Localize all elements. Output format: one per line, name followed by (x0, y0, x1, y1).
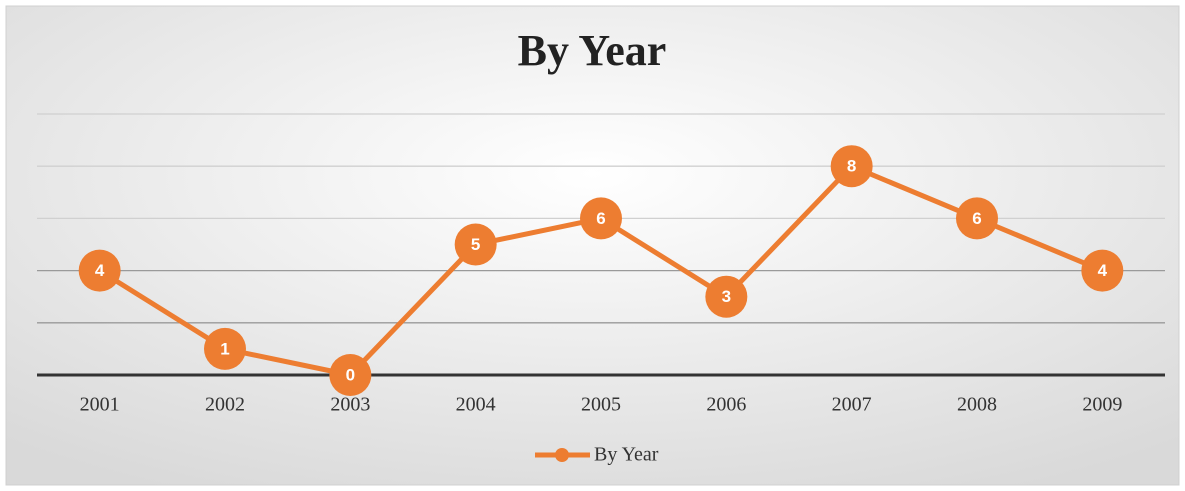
data-label: 4 (1098, 261, 1108, 280)
x-tick-label: 2002 (205, 394, 245, 416)
x-tick-label: 2007 (832, 394, 872, 416)
chart-title: By Year (518, 26, 667, 75)
data-label: 6 (596, 209, 605, 228)
marker (705, 275, 748, 318)
data-label: 3 (722, 287, 731, 306)
legend-marker (555, 448, 569, 462)
chart-background (5, 5, 1180, 486)
x-tick-label: 2008 (957, 394, 997, 416)
data-label: 0 (346, 365, 355, 384)
x-tick-label: 2001 (80, 394, 120, 416)
legend-label: By Year (594, 444, 659, 466)
marker (78, 249, 121, 292)
x-tick-label: 2003 (330, 394, 370, 416)
marker (204, 327, 246, 370)
marker (830, 145, 873, 188)
data-label: 5 (471, 235, 480, 254)
x-tick-label: 2009 (1082, 394, 1122, 416)
data-label: 4 (95, 261, 105, 280)
marker (329, 354, 372, 396)
data-label: 6 (972, 209, 981, 228)
x-tick-label: 2004 (456, 394, 496, 416)
data-label: 1 (220, 339, 229, 358)
marker (1081, 249, 1124, 292)
marker (956, 197, 998, 240)
x-tick-label: 2005 (581, 394, 621, 416)
data-label: 8 (847, 157, 856, 176)
marker (580, 197, 622, 240)
marker (454, 223, 497, 266)
x-tick-label: 2006 (706, 394, 746, 416)
